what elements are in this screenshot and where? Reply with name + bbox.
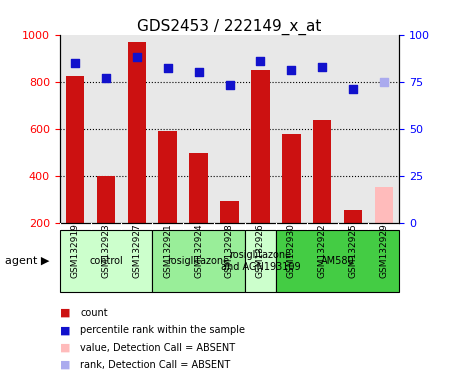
Bar [313, 120, 331, 223]
Point [319, 63, 326, 70]
Text: GSM132919: GSM132919 [71, 223, 79, 278]
Text: percentile rank within the sample: percentile rank within the sample [80, 325, 245, 335]
Bar [375, 187, 393, 223]
Text: rank, Detection Call = ABSENT: rank, Detection Call = ABSENT [80, 360, 230, 370]
FancyBboxPatch shape [276, 230, 399, 292]
Point [164, 65, 171, 71]
Text: GSM132923: GSM132923 [101, 223, 111, 278]
Bar [282, 134, 301, 223]
Point [195, 69, 202, 75]
Text: GSM132922: GSM132922 [318, 223, 327, 278]
Text: AM580: AM580 [321, 256, 354, 266]
Text: GSM132927: GSM132927 [132, 223, 141, 278]
Point [102, 75, 110, 81]
Text: GSM132930: GSM132930 [287, 223, 296, 278]
Point [380, 79, 387, 85]
FancyBboxPatch shape [245, 230, 276, 292]
Point [349, 86, 357, 92]
Point [133, 54, 140, 60]
Text: GSM132929: GSM132929 [380, 223, 388, 278]
Text: agent ▶: agent ▶ [5, 256, 49, 266]
Bar [251, 70, 269, 223]
Text: ■: ■ [60, 360, 70, 370]
Text: GSM132924: GSM132924 [194, 223, 203, 278]
Text: GSM132926: GSM132926 [256, 223, 265, 278]
Point [288, 67, 295, 73]
Text: rosiglitazone: rosiglitazone [168, 256, 230, 266]
Text: ■: ■ [60, 343, 70, 353]
Text: GSM132921: GSM132921 [163, 223, 172, 278]
Bar [128, 42, 146, 223]
Text: control: control [89, 256, 123, 266]
Text: ■: ■ [60, 308, 70, 318]
Text: ■: ■ [60, 325, 70, 335]
Text: GSM132925: GSM132925 [348, 223, 358, 278]
Point [226, 82, 233, 88]
Text: GSM132928: GSM132928 [225, 223, 234, 278]
Bar [158, 131, 177, 223]
Bar [344, 210, 362, 223]
Bar [97, 176, 115, 223]
Text: count: count [80, 308, 108, 318]
FancyBboxPatch shape [60, 230, 152, 292]
Point [72, 60, 79, 66]
Text: GDS2453 / 222149_x_at: GDS2453 / 222149_x_at [137, 19, 322, 35]
Bar [220, 201, 239, 223]
Text: rosiglitazone
and AGN193109: rosiglitazone and AGN193109 [221, 250, 300, 272]
Bar [66, 76, 84, 223]
FancyBboxPatch shape [152, 230, 245, 292]
Text: value, Detection Call = ABSENT: value, Detection Call = ABSENT [80, 343, 235, 353]
Point [257, 58, 264, 64]
Bar [190, 153, 208, 223]
